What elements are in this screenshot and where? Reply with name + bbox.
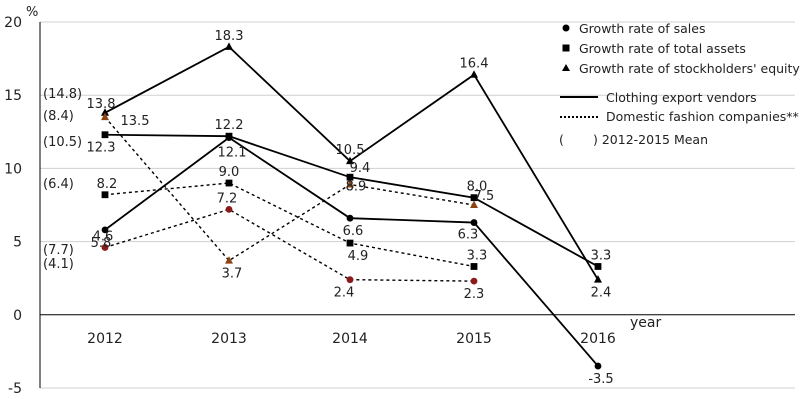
legend: Growth rate of sales Growth rate of tota… [559, 21, 800, 147]
legend-triangle-marker-icon [562, 64, 570, 71]
data-label: 12.1 [218, 146, 247, 161]
data-label: 8.2 [97, 177, 118, 192]
series-point [346, 173, 354, 181]
legend-sales-label: Growth rate of sales [579, 21, 705, 36]
data-label: 2.3 [464, 287, 485, 302]
data-label: 13.5 [121, 114, 150, 129]
y-tick-label: -5 [8, 381, 22, 397]
series-point [101, 131, 109, 139]
data-label: 3.3 [467, 248, 488, 263]
data-label: 9.0 [219, 165, 240, 180]
data-label: 16.4 [460, 57, 489, 72]
mean-label: (4.1) [43, 257, 74, 272]
series-point [101, 244, 109, 251]
series-point [101, 108, 109, 116]
series-point [470, 70, 478, 78]
data-label: 8.0 [467, 180, 488, 195]
series-point [594, 275, 602, 283]
data-label: 6.6 [343, 224, 364, 239]
data-label: 10.5 [336, 143, 365, 158]
series-point [225, 256, 233, 264]
data-label: 7.2 [217, 191, 238, 206]
gridlines [40, 21, 795, 389]
y-tick-label: 20 [4, 15, 22, 31]
data-label: 12.2 [215, 118, 244, 133]
y-tick-label: 15 [4, 88, 22, 104]
legend-mean-open-paren: ( [559, 132, 564, 147]
series-point [225, 132, 233, 140]
y-tick-label: 5 [13, 235, 22, 251]
series-point [101, 191, 109, 199]
data-label: 12.3 [87, 141, 116, 156]
series-point [346, 156, 354, 165]
mean-label: (10.5) [43, 135, 82, 150]
series-point [225, 179, 233, 187]
mean-label: (6.4) [43, 177, 74, 192]
series-point [594, 362, 602, 370]
legend-circle-marker-icon [562, 24, 570, 32]
series-line [104, 208, 475, 282]
series-markers [101, 42, 602, 370]
series-point [225, 42, 233, 50]
series-point [470, 263, 478, 270]
series-point [225, 205, 233, 213]
mean-label: (7.7) [43, 243, 74, 258]
series-point [101, 112, 109, 121]
series-point [346, 214, 354, 222]
data-label: 7.5 [474, 189, 495, 204]
data-label: 3.7 [222, 267, 243, 282]
data-label: 4.9 [348, 249, 369, 264]
data-label: 5.8 [91, 236, 112, 251]
data-label: 4.6 [93, 229, 114, 244]
data-label: 13.8 [87, 97, 116, 112]
legend-domestic-fashion-label: Domestic fashion companies** [606, 109, 799, 124]
legend-assets-label: Growth rate of total assets [579, 41, 746, 56]
data-label: 2.4 [591, 286, 612, 301]
series-point [470, 219, 478, 226]
series-point [346, 180, 354, 188]
data-label: 18.3 [215, 29, 244, 44]
x-tick-label: 2014 [332, 331, 368, 347]
mean-label: (14.8) [43, 87, 82, 102]
x-axis-label: year [630, 315, 661, 331]
series-line [104, 182, 475, 268]
legend-export-vendors-label: Clothing export vendors [606, 90, 757, 105]
data-label: 2.4 [334, 286, 355, 301]
y-tick-label: 0 [13, 308, 22, 324]
data-labels: 5.8 12.1 6.6 6.3 -3.5 12.3 12.2 9.4 8.0 3.3 13.8 18… [87, 29, 614, 387]
data-label: 9.4 [350, 161, 371, 176]
y-tick-label: 10 [4, 161, 22, 177]
y-unit-label: % [26, 5, 38, 20]
x-tick-label: 2016 [580, 331, 616, 347]
data-label: 8.9 [346, 180, 367, 195]
x-tick-label: 2013 [211, 331, 247, 347]
mean-label: (8.4) [43, 109, 74, 124]
x-tick-label: 2015 [456, 331, 492, 347]
series-point [101, 226, 109, 234]
data-label: -3.5 [588, 372, 613, 387]
data-label: 3.3 [591, 248, 612, 263]
series-point [470, 200, 478, 208]
legend-mean-note: ) 2012-2015 Mean [593, 132, 708, 147]
data-label: 6.3 [458, 228, 479, 243]
series-point [346, 239, 354, 247]
series-point [470, 194, 478, 202]
series-point [346, 276, 354, 284]
legend-equity-label: Growth rate of stockholders' equity [579, 61, 800, 76]
x-tick-label: 2012 [87, 331, 123, 347]
series-point [470, 277, 478, 285]
mean-labels: (14.8) (8.4) (10.5) (6.4) (7.7)(4.1) [43, 87, 82, 272]
legend-square-marker-icon [562, 44, 570, 52]
series-point [594, 263, 602, 270]
